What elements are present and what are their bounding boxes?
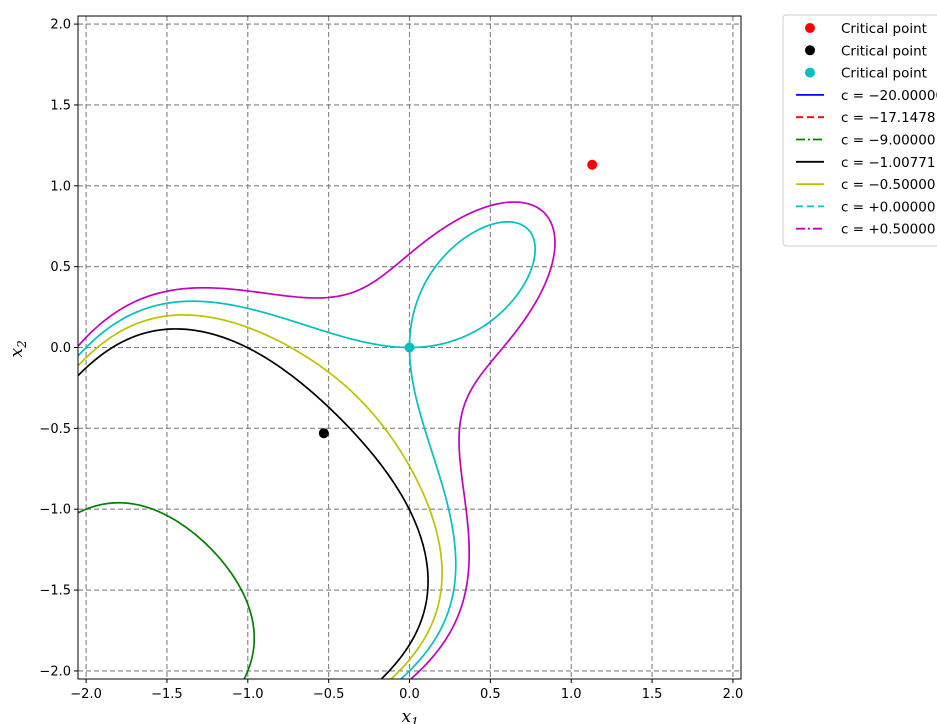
legend-box [782,14,937,247]
legend-marker [805,67,815,78]
legend-label: c = −17.14781 [841,110,937,126]
legend-label: Critical point [841,66,927,82]
svg-text:x2: x2 [7,340,29,357]
y-tick-label: 0.5 [50,260,71,275]
legend: Critical point Critical point Critical poi… [782,14,937,247]
legend-label: c = −20.00000 [841,88,937,104]
y-tick-label: −1.0 [39,503,71,518]
x-tick-label: 0.0 [399,687,420,702]
axis-ticks: −2.0 −1.5 −1.0 −0.5 0.0 0.5 1.0 1.5 2.0 −2.0 −1.5 −… [39,18,743,702]
contour-line [78,328,429,679]
x-tick-label: 2.0 [723,687,744,702]
legend-label: Critical point [841,43,927,59]
contour-line [78,220,537,679]
critical-point-marker [404,342,415,353]
x-axis-label: x1 [402,707,419,724]
critical-points [318,159,598,439]
y-tick-label: 1.5 [50,98,71,113]
contour-line [78,314,443,679]
x-tick-label: −2.0 [70,687,102,702]
legend-label: c = +0.00000 [841,199,935,215]
legend-label: Critical point [841,21,927,37]
legend-label: c = +0.50000 [841,222,935,238]
critical-point-marker [587,159,598,170]
contour-line [78,201,556,679]
y-tick-label: −0.5 [39,422,71,437]
legend-label: c = −9.00000 [841,133,935,149]
critical-point-marker [318,428,329,439]
x-tick-label: 0.5 [480,687,501,702]
x-tick-label: −0.5 [313,687,345,702]
grid [78,16,741,679]
x-tick-label: 1.5 [642,687,663,702]
legend-marker [805,23,815,33]
contour-line [78,501,256,679]
x-tick-label: 1.0 [561,687,582,702]
legend-label: c = −1.00771 [841,155,935,171]
y-tick-label: −2.0 [39,664,71,679]
legend-marker [805,45,815,56]
legend-label: c = −0.50000 [841,177,935,193]
contour-curves [78,201,556,679]
y-tick-label: −1.5 [39,584,71,599]
x-tick-label: −1.5 [151,687,183,702]
y-tick-label: 0.0 [50,341,71,356]
x-tick-label: −1.0 [232,687,264,702]
svg-text:x1: x1 [402,707,419,724]
y-axis-label: x2 [7,340,29,357]
y-tick-label: 2.0 [50,18,71,33]
y-tick-label: 1.0 [50,179,71,194]
